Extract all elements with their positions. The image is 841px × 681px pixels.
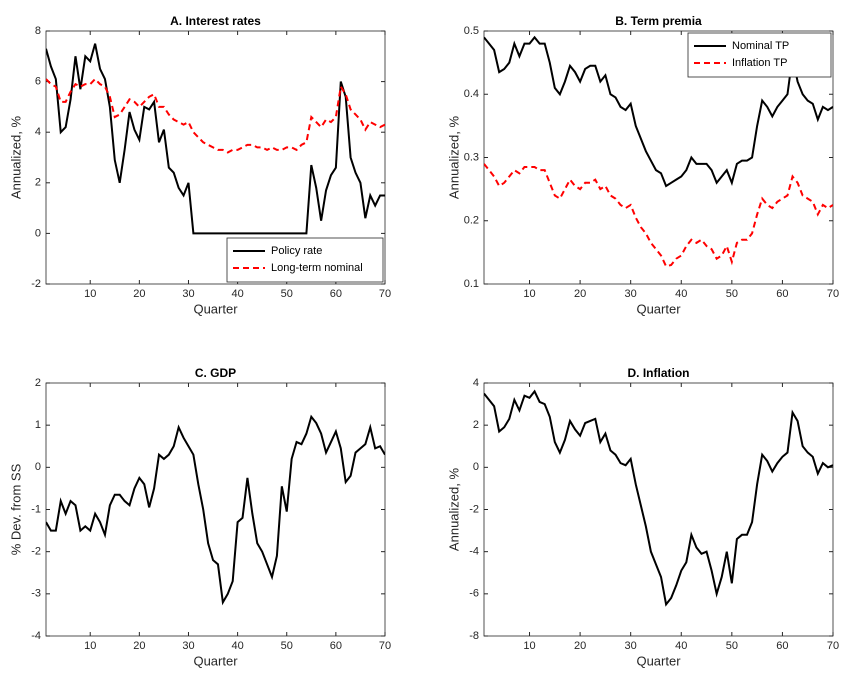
y-tick-label: -6 (469, 588, 479, 600)
y-tick-label: -3 (31, 588, 41, 600)
y-tick-label: -2 (31, 546, 41, 558)
data-line (484, 389, 833, 607)
panel: 0.1 0.2 0.3 0.4 0.5 10 20 30 40 50 60 70 B. Term pre… (446, 14, 839, 316)
y-tick-label: 0 (35, 461, 41, 473)
legend-label: Inflation TP (732, 57, 787, 69)
x-tick-label: 20 (574, 288, 586, 300)
axes-box (45, 382, 386, 637)
y-axis-label: Annualized, % (446, 468, 461, 552)
x-axis-label: Quarter (193, 301, 238, 316)
data-line (484, 35, 833, 188)
y-axis-label: Annualized, % (8, 116, 23, 200)
x-tick-label: 70 (379, 640, 391, 652)
x-tick-label: 20 (574, 640, 586, 652)
y-tick-label: 0.1 (464, 278, 479, 290)
panel-title: C. GDP (195, 366, 236, 380)
x-tick-label: 40 (231, 288, 243, 300)
x-tick-label: 10 (523, 640, 535, 652)
panel: -4 -3 -2 -1 0 1 2 10 20 30 40 50 60 70 C. GDP Quarter % … (8, 366, 391, 668)
y-tick-label: 0.4 (464, 88, 479, 100)
x-tick-label: 20 (133, 288, 145, 300)
x-tick-label: 40 (675, 640, 687, 652)
x-tick-label: 10 (84, 640, 96, 652)
x-tick-label: 30 (625, 640, 637, 652)
data-line (46, 43, 385, 235)
panel-title: D. Inflation (628, 366, 690, 380)
y-tick-label: -8 (469, 630, 479, 642)
x-tick-label: 60 (330, 288, 342, 300)
y-tick-label: -2 (31, 278, 41, 290)
y-tick-label: 4 (35, 126, 41, 138)
y-tick-label: 2 (473, 419, 479, 431)
y-tick-label: 6 (35, 76, 41, 88)
data-line (484, 163, 833, 268)
panel: -2 0 2 4 6 8 10 20 30 40 50 60 70 A. Interest rates Qu… (8, 14, 391, 316)
legend-label: Long-term nominal (271, 262, 363, 274)
y-tick-label: -1 (31, 503, 41, 515)
y-tick-label: 1 (35, 419, 41, 431)
x-axis-label: Quarter (636, 301, 681, 316)
x-tick-label: 50 (281, 288, 293, 300)
legend-box (226, 237, 384, 283)
axes-box (483, 382, 834, 637)
panel: -8 -6 -4 -2 0 2 4 10 20 30 40 50 60 70 D. Inflation Qua… (446, 366, 839, 668)
legend-box (687, 32, 832, 78)
x-tick-label: 30 (182, 288, 194, 300)
y-tick-label: 4 (473, 377, 479, 389)
x-tick-label: 40 (231, 640, 243, 652)
x-tick-label: 70 (827, 288, 839, 300)
x-axis-label: Quarter (193, 653, 238, 668)
y-tick-label: -2 (469, 503, 479, 515)
legend-label: Nominal TP (732, 40, 789, 52)
x-tick-label: 40 (675, 288, 687, 300)
x-tick-label: 70 (827, 640, 839, 652)
data-line (46, 414, 385, 606)
x-tick-label: 30 (182, 640, 194, 652)
x-tick-label: 50 (281, 640, 293, 652)
panel-title: B. Term premia (615, 14, 702, 28)
y-axis-label: % Dev. from SS (8, 463, 23, 555)
panel-title: A. Interest rates (170, 14, 261, 28)
y-tick-label: 2 (35, 177, 41, 189)
x-tick-label: 10 (523, 288, 535, 300)
y-axis-label: Annualized, % (446, 116, 461, 200)
x-tick-label: 20 (133, 640, 145, 652)
y-tick-label: 0.2 (464, 215, 479, 227)
y-tick-label: 0.3 (464, 151, 479, 163)
y-tick-label: -4 (469, 546, 479, 558)
x-tick-label: 30 (625, 288, 637, 300)
y-tick-label: 8 (35, 25, 41, 37)
x-tick-label: 10 (84, 288, 96, 300)
x-tick-label: 60 (776, 288, 788, 300)
y-tick-label: 0 (473, 461, 479, 473)
y-tick-label: 0 (35, 227, 41, 239)
x-tick-label: 50 (726, 288, 738, 300)
x-axis-label: Quarter (636, 653, 681, 668)
legend-label: Policy rate (271, 245, 322, 257)
y-tick-label: 2 (35, 377, 41, 389)
x-tick-label: 50 (726, 640, 738, 652)
x-tick-label: 60 (776, 640, 788, 652)
x-tick-label: 60 (330, 640, 342, 652)
y-tick-label: 0.5 (464, 25, 479, 37)
y-tick-label: -4 (31, 630, 41, 642)
x-tick-label: 70 (379, 288, 391, 300)
